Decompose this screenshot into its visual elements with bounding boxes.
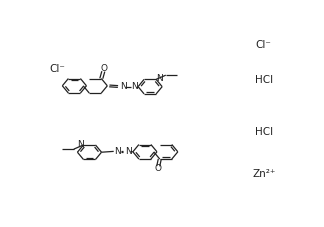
Text: Cl⁻: Cl⁻ [49,64,65,74]
Text: HCl: HCl [255,75,273,85]
Text: HCl: HCl [255,127,273,137]
Text: Zn²⁺: Zn²⁺ [253,169,276,179]
Text: N: N [156,74,163,83]
Text: N: N [77,140,84,149]
Text: O: O [155,165,161,173]
Text: O: O [100,64,107,73]
Text: N: N [125,147,132,156]
Text: N: N [114,147,121,156]
Text: Cl⁻: Cl⁻ [255,40,271,50]
Text: N: N [120,82,127,91]
Text: N: N [131,82,138,91]
